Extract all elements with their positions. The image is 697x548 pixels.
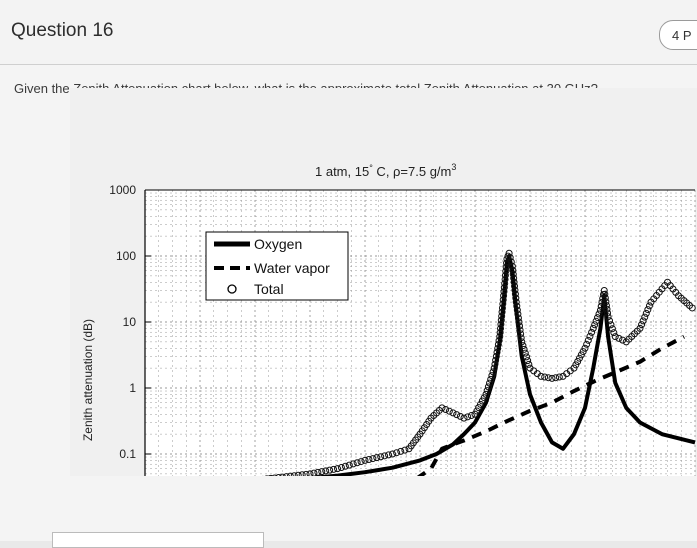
y-tick-label: 10 — [123, 315, 137, 329]
chart-title: 1 atm, 15° C, ρ=7.5 g/m3 — [315, 162, 456, 179]
y-tick-label: 100 — [116, 249, 136, 263]
y-tick-label: 1000 — [109, 183, 136, 197]
title-after: C, ρ=7.5 g/m — [373, 164, 452, 179]
title-main: 1 atm, 15 — [315, 164, 369, 179]
question-header: Question 16 4 P — [0, 0, 697, 65]
legend-water-label: Water vapor — [254, 260, 330, 276]
legend-oxygen-label: Oxygen — [254, 236, 302, 252]
y-axis-label: Zenith attenuation (dB) — [81, 319, 95, 441]
title-sup: 3 — [451, 162, 456, 172]
points-badge: 4 P — [659, 20, 697, 50]
legend-total-label: Total — [254, 281, 284, 297]
y-tick-label: 0.1 — [119, 447, 136, 461]
legend: Oxygen Water vapor Total — [206, 232, 348, 300]
answer-input[interactable] — [52, 532, 264, 548]
y-tick-label: 1 — [129, 381, 136, 395]
question-title: Question 16 — [11, 20, 113, 42]
